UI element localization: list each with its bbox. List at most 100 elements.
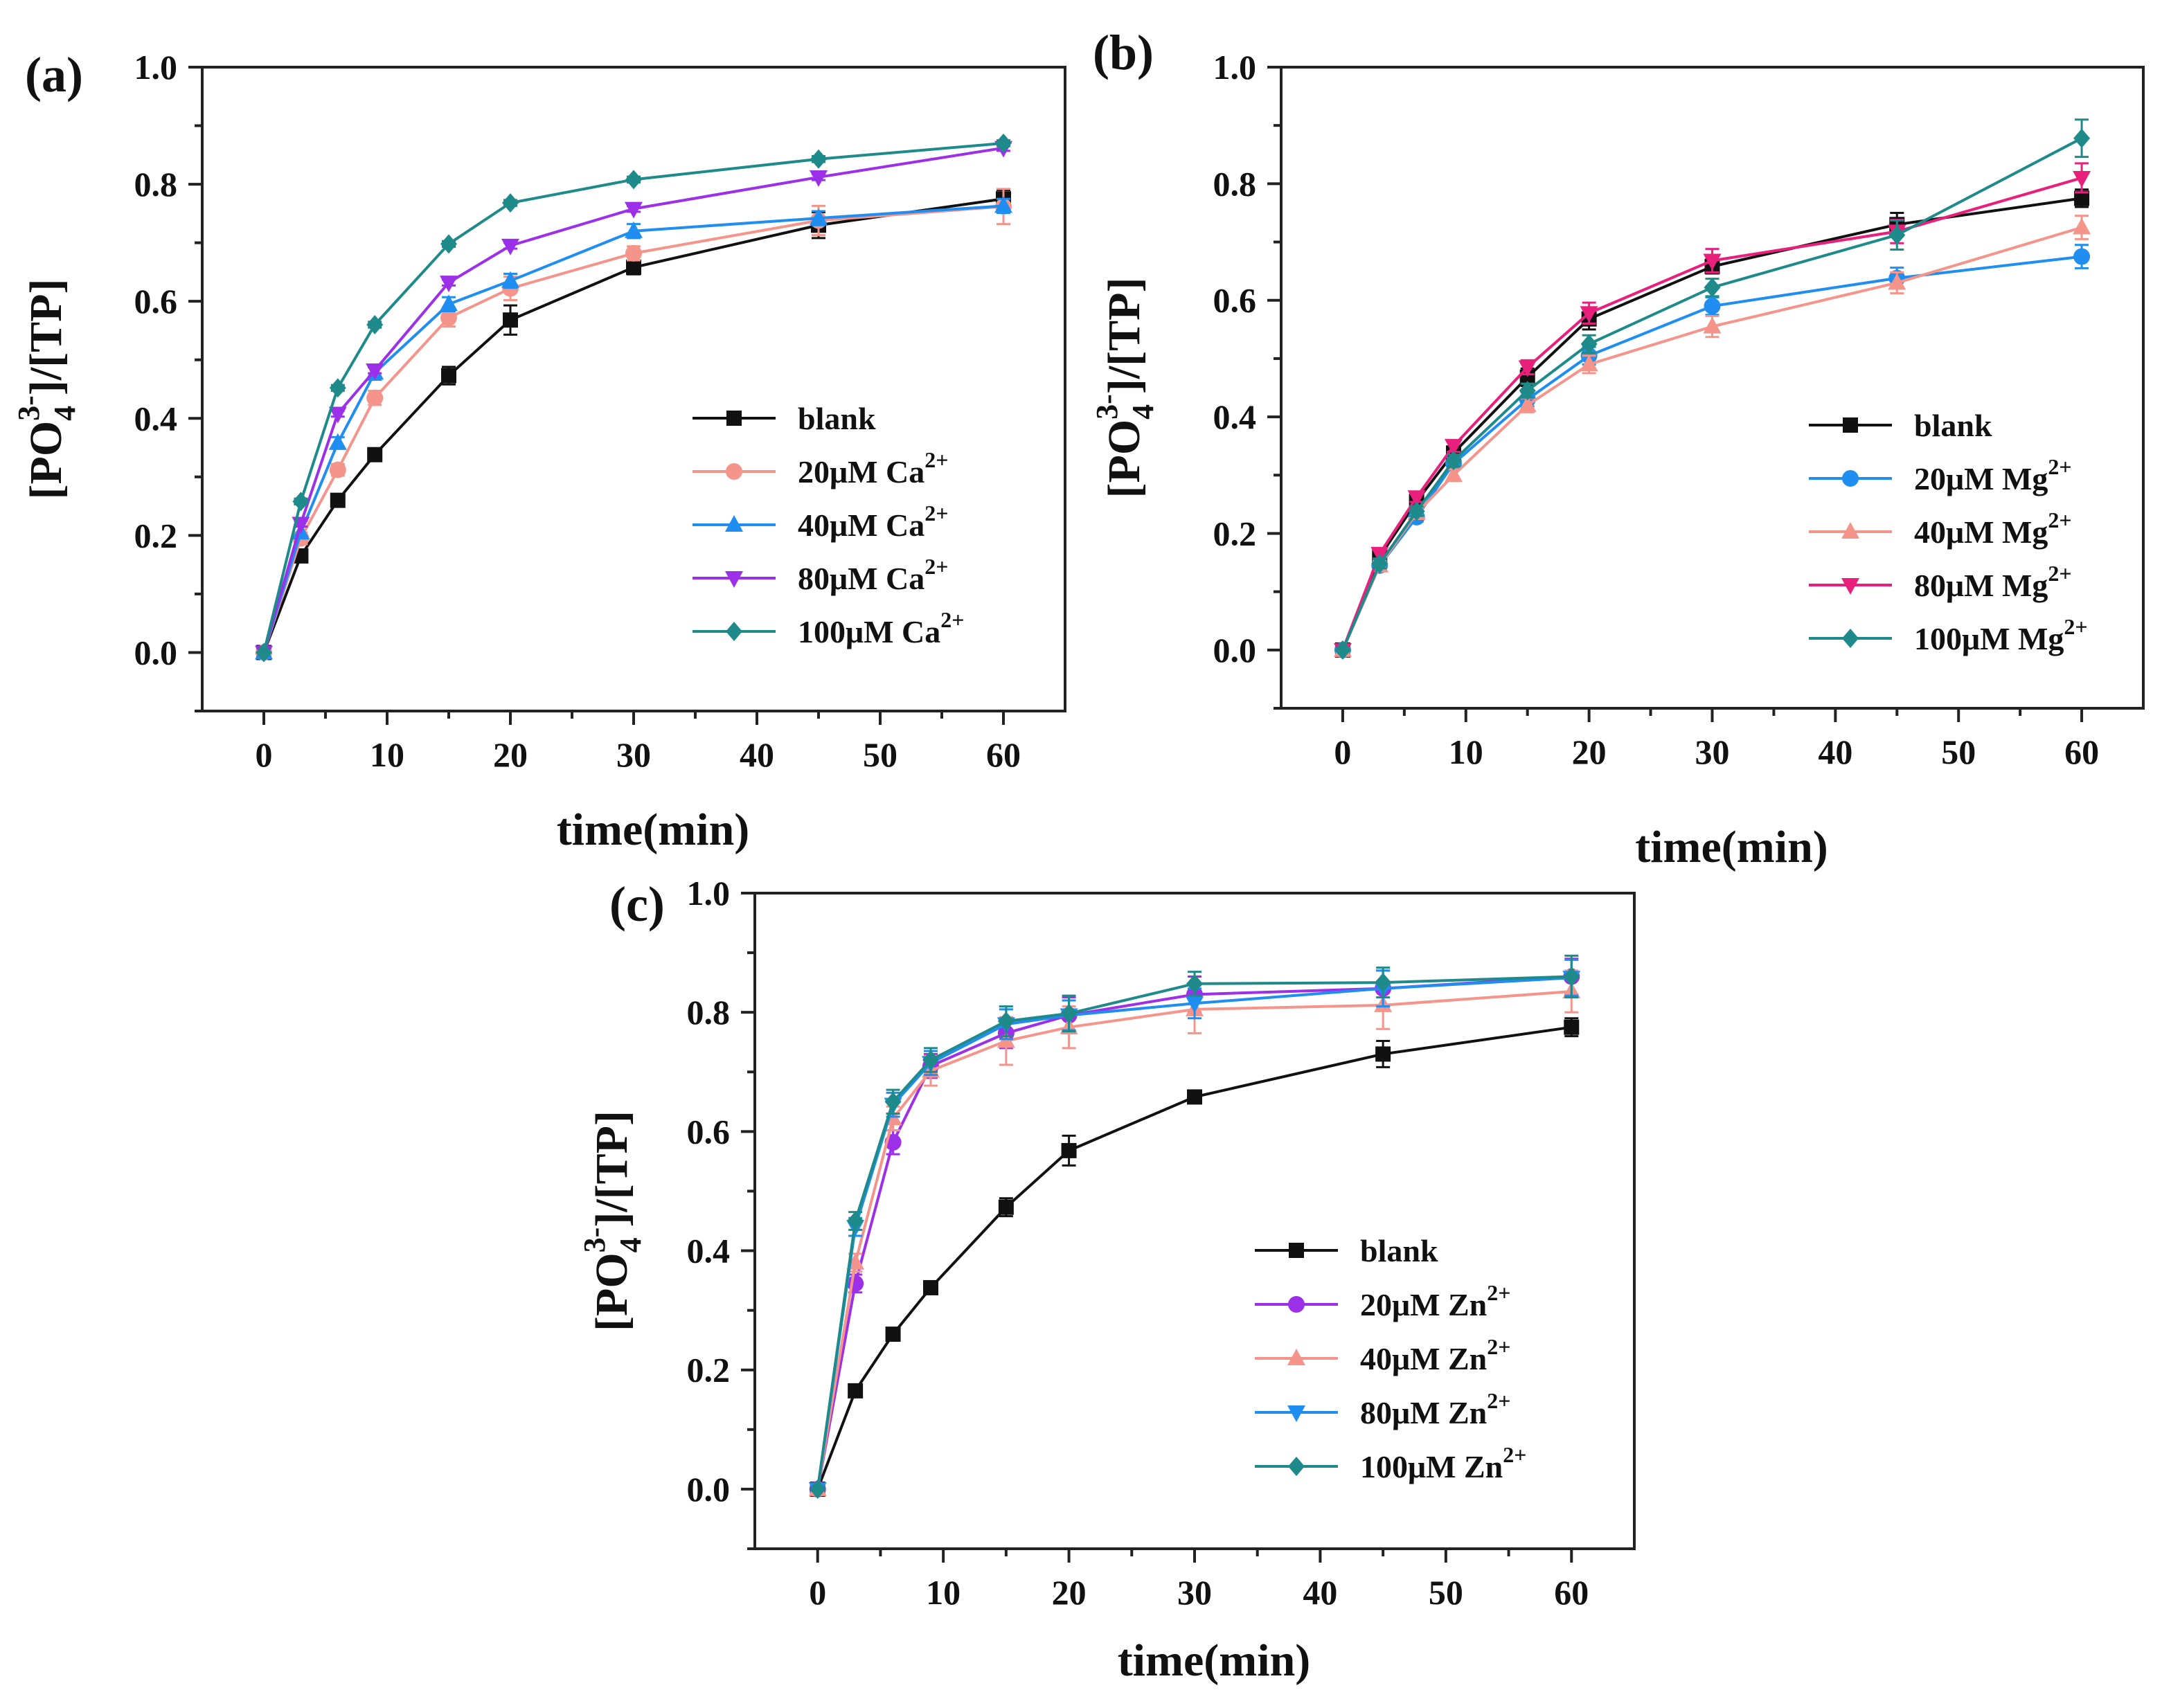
data-point	[625, 170, 642, 190]
x-tick-label: 20	[1572, 732, 1607, 771]
data-point	[885, 1327, 901, 1342]
data-point	[1888, 273, 1906, 290]
data-point	[1061, 1142, 1077, 1158]
legend-marker	[1842, 470, 1859, 487]
x-tick-label: 50	[863, 735, 897, 774]
y-axis-title-sup: 3-	[578, 1228, 611, 1253]
data-point	[1518, 395, 1537, 413]
panel-label: (c)	[609, 877, 665, 932]
y-tick-label: 0.6	[134, 282, 178, 321]
y-axis-title-sup: 3-	[1090, 394, 1124, 420]
data-point	[810, 208, 828, 226]
x-tick-label: 20	[1052, 1573, 1087, 1612]
y-tick-label: 0.4	[687, 1232, 731, 1270]
x-tick-label: 40	[1303, 1573, 1337, 1612]
panel-label: (a)	[25, 47, 83, 102]
legend-label: 20μM Zn2+	[1360, 1280, 1511, 1322]
y-tick-label: 0.4	[1213, 397, 1257, 436]
legend-label-sup: 2+	[2048, 454, 2071, 479]
legend-label: blank	[798, 401, 876, 436]
legend-label-base: 20μM Zn	[1360, 1287, 1487, 1322]
legend-label: 80μM Zn2+	[1360, 1388, 1511, 1430]
data-point	[625, 221, 643, 238]
legend-label-sup: 2+	[2064, 614, 2087, 639]
legend-entry: 40μM Ca2+	[693, 501, 948, 543]
data-point	[330, 492, 346, 508]
data-point	[848, 1383, 864, 1399]
x-tick-label: 60	[986, 735, 1021, 774]
legend-entry: 20μM Zn2+	[1255, 1280, 1511, 1322]
legend-label-base: blank	[1914, 408, 1992, 443]
legend-label-sup: 2+	[1487, 1388, 1510, 1413]
legend-label-base: 80μM Ca	[798, 561, 924, 596]
y-tick-label: 0.0	[687, 1470, 731, 1509]
y-tick-label: 1.0	[134, 48, 178, 87]
data-point	[2073, 248, 2091, 265]
panel-a: 0 10 20 30 40 50 60 0.0 0.2 0.4 0.6 0.8 1.0 time(min)…	[12, 47, 1066, 855]
data-point	[329, 461, 346, 478]
data-point	[329, 378, 346, 398]
x-tick-label: 30	[616, 735, 651, 774]
y-tick-label: 0.8	[687, 993, 731, 1032]
y-tick-label: 0.0	[1213, 631, 1257, 669]
data-point	[2074, 190, 2090, 206]
x-axis-title: time(min)	[1118, 1635, 1311, 1686]
data-point	[328, 406, 347, 424]
legend-entry: 20μM Mg2+	[1809, 454, 2072, 496]
data-point	[1888, 225, 1906, 245]
legend-label-sup: 2+	[2048, 507, 2071, 532]
data-point	[1703, 253, 1722, 271]
data-point	[810, 170, 828, 187]
legend-label-base: 100μM Ca	[798, 614, 940, 649]
x-tick-label: 40	[740, 735, 774, 774]
legend-label-base: blank	[798, 401, 876, 436]
data-point	[810, 149, 827, 169]
x-axis-title: time(min)	[557, 804, 750, 855]
legend-entry: 40μM Zn2+	[1255, 1334, 1511, 1376]
legend-entry: 40μM Mg2+	[1809, 507, 2072, 550]
series-blank	[810, 1017, 1580, 1497]
series-conc-4	[256, 133, 1012, 663]
data-point	[1334, 640, 1351, 660]
legend-label: 20μM Ca2+	[798, 447, 948, 489]
data-point	[1580, 306, 1598, 323]
legend-label-base: 80μM Mg	[1914, 568, 2048, 603]
legend-marker	[726, 622, 742, 641]
y-tick-label: 1.0	[1213, 48, 1257, 87]
y-axis-title-sup: 3-	[12, 395, 46, 421]
data-point	[1564, 1019, 1580, 1035]
data-point	[1407, 490, 1426, 507]
legend-marker	[1841, 578, 1859, 595]
data-point	[884, 1092, 902, 1112]
legend-entry: 20μM Ca2+	[693, 447, 948, 489]
data-point	[440, 309, 457, 326]
legend-label-sup: 2+	[2048, 561, 2071, 586]
x-tick-label: 50	[1941, 732, 1976, 771]
data-point	[366, 389, 384, 406]
y-axis-title-sub: 4	[614, 1237, 647, 1252]
data-point	[1703, 316, 1722, 334]
data-point	[922, 1050, 939, 1070]
legend-marker	[726, 411, 742, 426]
y-tick-label: 0.4	[134, 399, 178, 438]
legend-label: 100μM Mg2+	[1914, 614, 2088, 656]
legend-marker	[1841, 522, 1859, 539]
y-axis-title-rest: ]/[TP]	[21, 279, 71, 396]
data-point	[626, 260, 641, 276]
legend-label-sup: 2+	[924, 447, 948, 472]
legend-marker	[1288, 1457, 1305, 1476]
legend-entry: 80μM Ca2+	[693, 554, 948, 596]
legend-label: 80μM Mg2+	[1914, 561, 2072, 603]
legend-marker	[1842, 629, 1859, 648]
legend-label-base: 40μM Ca	[798, 507, 924, 543]
y-axis-title-main: [PO	[1099, 420, 1150, 498]
legend-entry: blank	[693, 401, 876, 436]
y-tick-label: 0.8	[134, 165, 178, 204]
data-point	[292, 492, 310, 512]
data-point	[366, 315, 384, 334]
legend-marker	[1287, 1405, 1305, 1422]
legend-label-sup: 2+	[940, 607, 964, 632]
